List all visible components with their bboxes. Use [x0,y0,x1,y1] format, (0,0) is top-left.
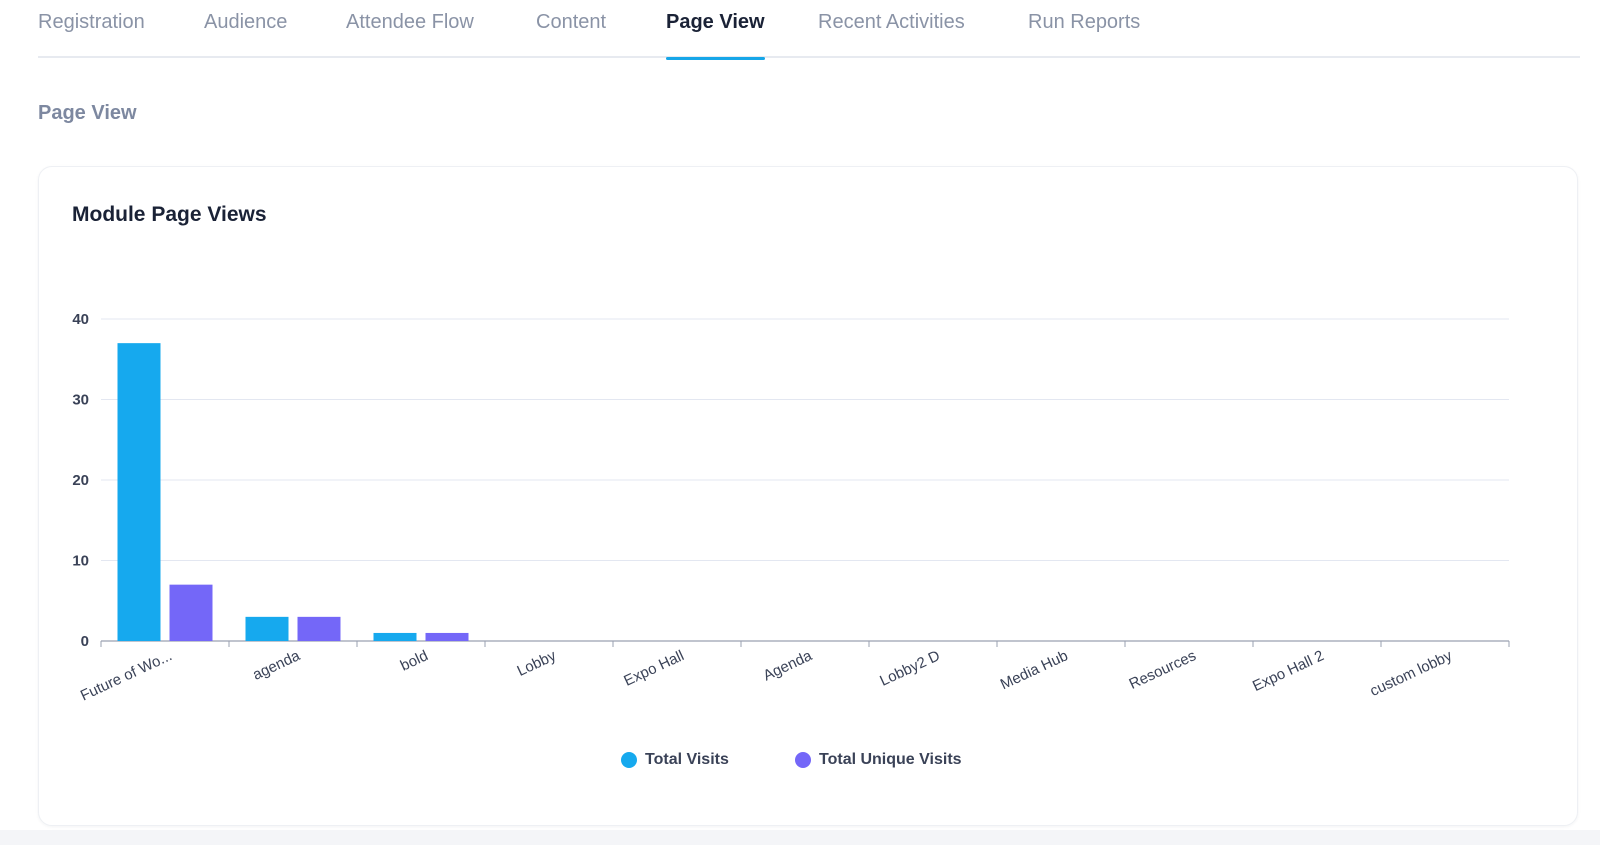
legend-label-total-unique-visits: Total Unique Visits [819,751,962,768]
bar-total-unique-visits [425,632,469,641]
legend-dot-total-unique-visits [795,752,811,768]
legend-dot-total-visits [621,752,637,768]
legend-item-total-visits[interactable]: Total Visits [621,751,729,769]
tab-bar: Registration Audience Attendee Flow Cont… [38,0,1580,60]
bar-total-visits [373,632,417,641]
tab-attendee-flow[interactable]: Attendee Flow [346,11,474,33]
x-tick-label: Expo Hall [621,647,686,690]
legend-item-total-unique-visits[interactable]: Total Unique Visits [795,751,962,769]
x-tick-label: Resources [1127,647,1199,693]
bar-total-unique-visits [169,584,213,641]
x-tick-label: Media Hub [998,647,1071,693]
x-labels-group: Future of Wo... agenda bold Lobby Expo Hall A… [78,647,1455,704]
module-page-views-card: Module Page Views 0 10 20 30 40 Future of Wo.… [38,166,1578,826]
x-tick-label: Future of Wo... [78,647,175,704]
tab-audience[interactable]: Audience [204,11,288,33]
x-tick-label: agenda [250,647,303,684]
tab-registration[interactable]: Registration [38,11,145,33]
y-tick-label: 10 [72,553,89,570]
page-bottom-strip [0,830,1600,845]
tab-run-reports[interactable]: Run Reports [1028,11,1141,33]
bar-total-visits [117,343,161,641]
chart-title: Module Page Views [72,203,267,226]
x-tick-label: Lobby [514,647,559,680]
bar-chart: 0 10 20 30 40 Future of Wo... agenda bold Lobby E… [72,311,1510,704]
y-tick-label: 0 [81,633,89,650]
x-tick-label: bold [398,647,431,674]
tab-page-view[interactable]: Page View [666,8,765,60]
x-tick-label: Expo Hall 2 [1250,647,1327,695]
legend-label-total-visits: Total Visits [645,751,729,768]
y-tick-label: 20 [72,472,89,489]
bar-total-visits [245,616,289,641]
bar-total-unique-visits [297,616,341,641]
section-title: Page View [38,102,137,124]
tab-recent-activities[interactable]: Recent Activities [818,11,965,33]
chart-legend: Total Visits Total Unique Visits [39,751,1577,777]
x-tick-label: custom lobby [1367,647,1455,700]
y-tick-label: 40 [72,311,89,328]
tab-content[interactable]: Content [536,11,607,33]
x-tick-label: Agenda [761,647,816,685]
y-tick-label: 30 [72,392,89,409]
x-tick-label: Lobby2 D [877,647,943,690]
